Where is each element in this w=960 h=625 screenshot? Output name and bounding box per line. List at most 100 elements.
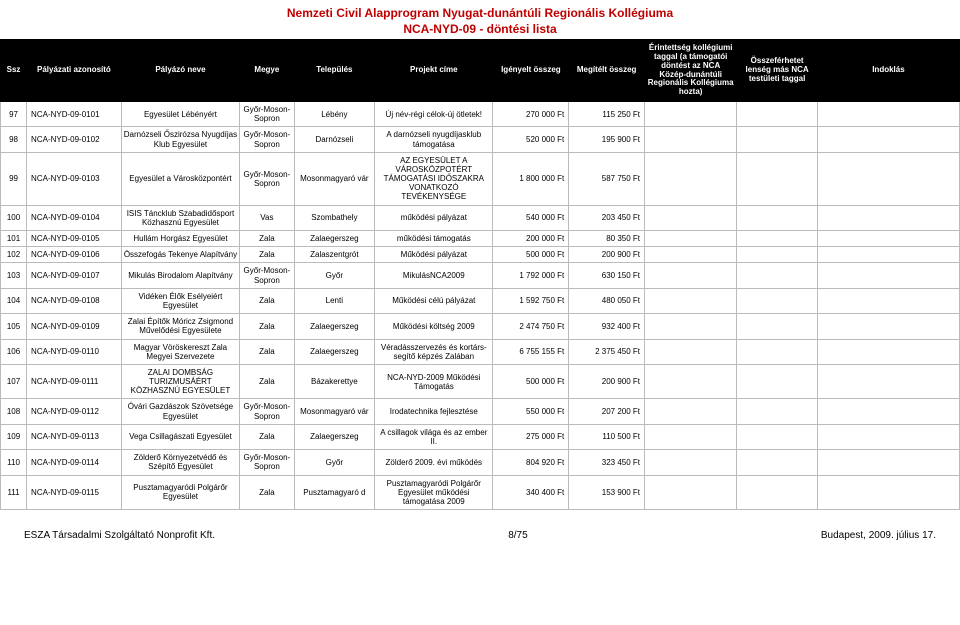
table-row: 97NCA-NYD-09-0101Egyesület LébényértGyőr… (1, 101, 960, 126)
cell-tel: Mosonmagyaró vár (294, 399, 375, 424)
table-row: 108NCA-NYD-09-0112Óvári Gazdászok Szövet… (1, 399, 960, 424)
cell-megye: Győr-Moson-Sopron (240, 152, 294, 205)
cell-az: NCA-NYD-09-0111 (27, 364, 122, 399)
cell-ig: 270 000 Ft (493, 101, 569, 126)
footer-center: 8/75 (508, 530, 527, 541)
cell-meg: 323 450 Ft (569, 450, 645, 475)
cell-ind (817, 101, 959, 126)
title-line1: Nemzeti Civil Alapprogram Nyugat-dunántú… (0, 6, 960, 22)
cell-az: NCA-NYD-09-0114 (27, 450, 122, 475)
table-row: 103NCA-NYD-09-0107Mikulás Birodalom Alap… (1, 263, 960, 288)
cell-er (645, 231, 737, 247)
cell-osz (737, 475, 818, 510)
cell-ssz: 100 (1, 205, 27, 230)
cell-meg: 203 450 Ft (569, 205, 645, 230)
cell-megye: Győr-Moson-Sopron (240, 399, 294, 424)
cell-er (645, 424, 737, 449)
cell-ssz: 97 (1, 101, 27, 126)
cell-megye: Győr-Moson-Sopron (240, 101, 294, 126)
footer-right: Budapest, 2009. július 17. (821, 530, 936, 541)
cell-ig: 275 000 Ft (493, 424, 569, 449)
cell-ig: 1 592 750 Ft (493, 288, 569, 313)
cell-osz (737, 288, 818, 313)
cell-er (645, 450, 737, 475)
table-row: 104NCA-NYD-09-0108Vidéken Élők Esélyeiér… (1, 288, 960, 313)
table-row: 107NCA-NYD-09-0111ZALAI DOMBSÁG TURIZMUS… (1, 364, 960, 399)
cell-megye: Zala (240, 288, 294, 313)
cell-cim: működési pályázat (375, 205, 493, 230)
cell-osz (737, 101, 818, 126)
cell-megye: Zala (240, 339, 294, 364)
cell-nev: Mikulás Birodalom Alapítvány (121, 263, 239, 288)
cell-osz (737, 263, 818, 288)
cell-ind (817, 152, 959, 205)
cell-ind (817, 399, 959, 424)
cell-er (645, 364, 737, 399)
cell-ind (817, 475, 959, 510)
cell-cim: Működési célú pályázat (375, 288, 493, 313)
cell-ind (817, 231, 959, 247)
cell-az: NCA-NYD-09-0115 (27, 475, 122, 510)
cell-nev: Egyesület Lébényért (121, 101, 239, 126)
cell-nev: Óvári Gazdászok Szövetsége Egyesület (121, 399, 239, 424)
col-erintettseg: Érintettség kollégiumi taggal (a támogat… (645, 40, 737, 102)
col-igenyelt: Igényelt összeg (493, 40, 569, 102)
cell-ssz: 104 (1, 288, 27, 313)
cell-ind (817, 339, 959, 364)
col-megye: Megye (240, 40, 294, 102)
cell-az: NCA-NYD-09-0113 (27, 424, 122, 449)
cell-megye: Zala (240, 475, 294, 510)
cell-er (645, 205, 737, 230)
cell-nev: Összefogás Tekenye Alapítvány (121, 247, 239, 263)
cell-meg: 587 750 Ft (569, 152, 645, 205)
cell-ssz: 107 (1, 364, 27, 399)
cell-ind (817, 247, 959, 263)
col-ssz: Ssz (1, 40, 27, 102)
cell-cim: A csillagok világa és az ember II. (375, 424, 493, 449)
cell-megye: Zala (240, 314, 294, 339)
cell-ind (817, 314, 959, 339)
cell-az: NCA-NYD-09-0107 (27, 263, 122, 288)
cell-cim: Irodatechnika fejlesztése (375, 399, 493, 424)
cell-meg: 153 900 Ft (569, 475, 645, 510)
cell-cim: Működési pályázat (375, 247, 493, 263)
cell-ind (817, 205, 959, 230)
cell-ind (817, 288, 959, 313)
cell-tel: Szombathely (294, 205, 375, 230)
cell-tel: Zalaegerszeg (294, 314, 375, 339)
cell-ssz: 98 (1, 127, 27, 152)
cell-cim: Zölderő 2009. évi működés (375, 450, 493, 475)
cell-ssz: 99 (1, 152, 27, 205)
cell-cim: Működési költség 2009 (375, 314, 493, 339)
cell-tel: Zalaszentgrót (294, 247, 375, 263)
col-cim: Projekt címe (375, 40, 493, 102)
cell-nev: Pusztamagyaródi Polgárőr Egyesület (121, 475, 239, 510)
cell-ig: 550 000 Ft (493, 399, 569, 424)
cell-ind (817, 127, 959, 152)
grants-table: Ssz Pályázati azonosító Pályázó neve Meg… (0, 39, 960, 510)
cell-er (645, 399, 737, 424)
title-line2: NCA-NYD-09 - döntési lista (0, 22, 960, 38)
cell-er (645, 339, 737, 364)
cell-cim: Pusztamagyaródi Polgárőr Egyesület működ… (375, 475, 493, 510)
cell-tel: Zalaegerszeg (294, 339, 375, 364)
table-row: 102NCA-NYD-09-0106Összefogás Tekenye Ala… (1, 247, 960, 263)
cell-tel: Lenti (294, 288, 375, 313)
cell-cim: A darnózseli nyugdíjasklub támogatása (375, 127, 493, 152)
cell-cim: AZ EGYESÜLET A VÁROSKÖZPOTÉRT TÁMOGATÁSI… (375, 152, 493, 205)
footer-left: ESZA Társadalmi Szolgáltató Nonprofit Kf… (24, 530, 215, 541)
cell-osz (737, 205, 818, 230)
cell-osz (737, 364, 818, 399)
cell-ig: 340 400 Ft (493, 475, 569, 510)
cell-megye: Vas (240, 205, 294, 230)
cell-megye: Zala (240, 424, 294, 449)
cell-cim: működési támogatás (375, 231, 493, 247)
cell-tel: Győr (294, 450, 375, 475)
cell-er (645, 288, 737, 313)
cell-er (645, 152, 737, 205)
page-footer: ESZA Társadalmi Szolgáltató Nonprofit Kf… (0, 510, 960, 549)
cell-az: NCA-NYD-09-0106 (27, 247, 122, 263)
cell-cim: Új név-régi célok-új ötletek! (375, 101, 493, 126)
cell-tel: Zalaegerszeg (294, 231, 375, 247)
cell-meg: 207 200 Ft (569, 399, 645, 424)
